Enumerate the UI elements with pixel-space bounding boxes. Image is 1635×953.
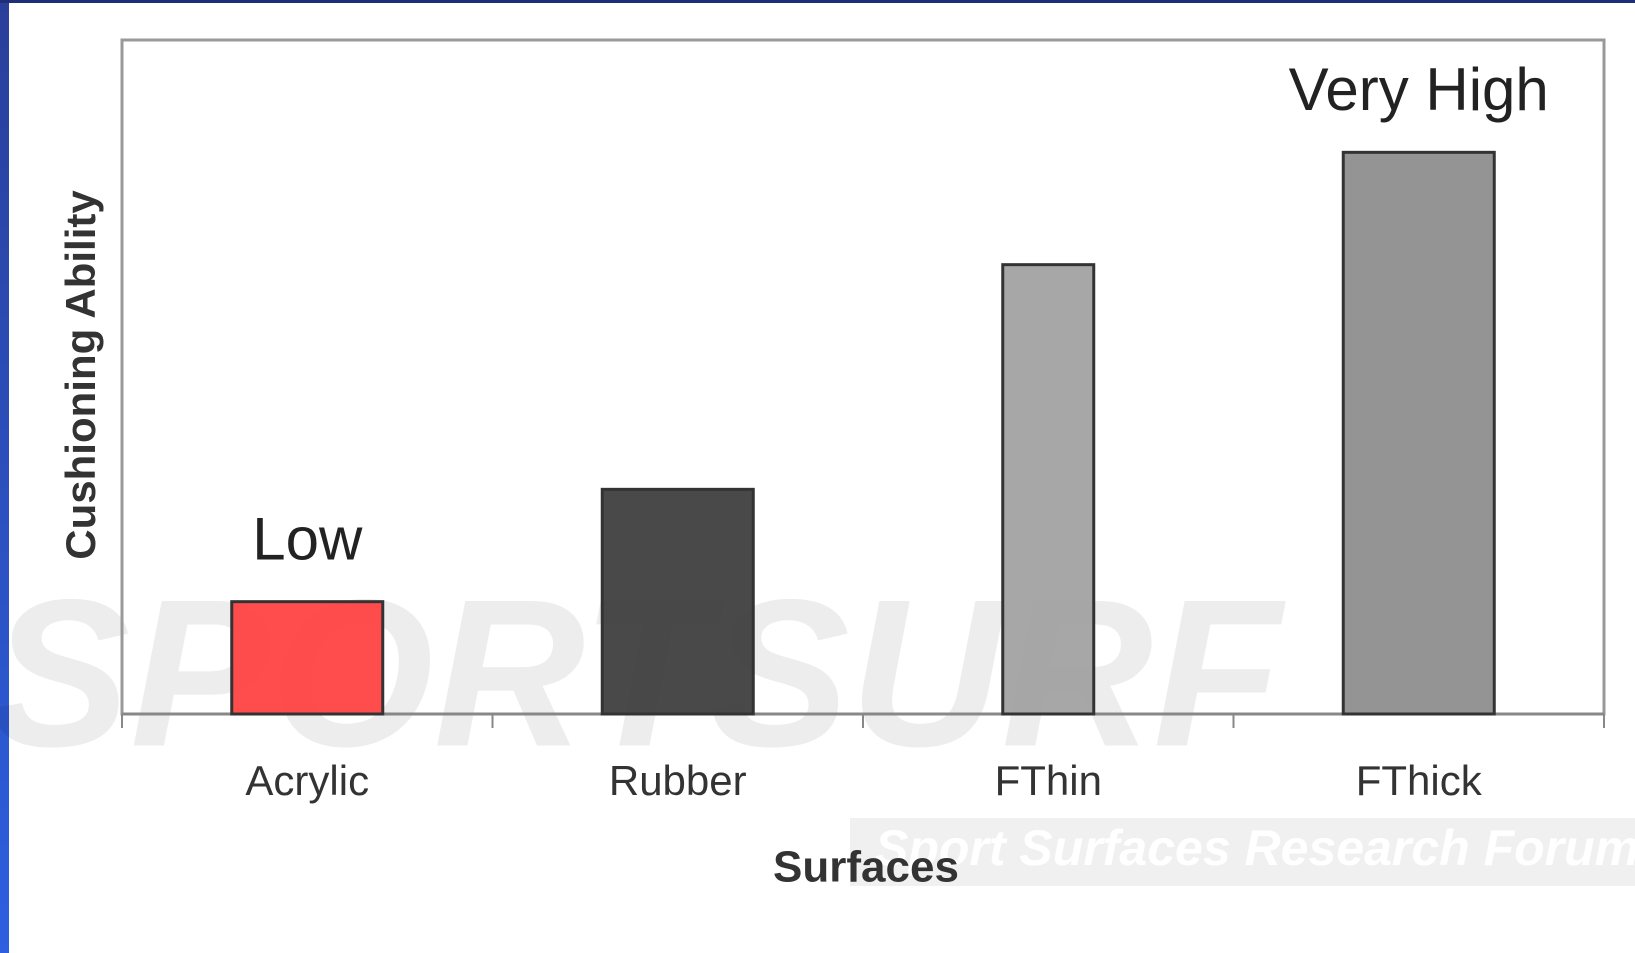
watermark-band xyxy=(850,818,1635,886)
annotation: Low xyxy=(252,506,363,573)
watermark-tagline: Sport Surfaces Research Forum xyxy=(875,820,1635,876)
top-border xyxy=(0,0,1635,3)
x-tick-label: Rubber xyxy=(609,757,747,804)
x-tick-label: FThick xyxy=(1356,757,1483,804)
x-tick-label: Acrylic xyxy=(245,757,369,804)
side-strip xyxy=(0,0,9,953)
y-axis-label: Cushioning Ability xyxy=(57,190,104,560)
bar xyxy=(1001,263,1096,716)
bar xyxy=(600,487,755,716)
bar xyxy=(1341,150,1496,716)
bar xyxy=(230,600,385,716)
x-axis-label: Surfaces xyxy=(773,843,959,892)
x-tick-label: FThin xyxy=(995,757,1102,804)
annotation: Very High xyxy=(1289,56,1549,123)
